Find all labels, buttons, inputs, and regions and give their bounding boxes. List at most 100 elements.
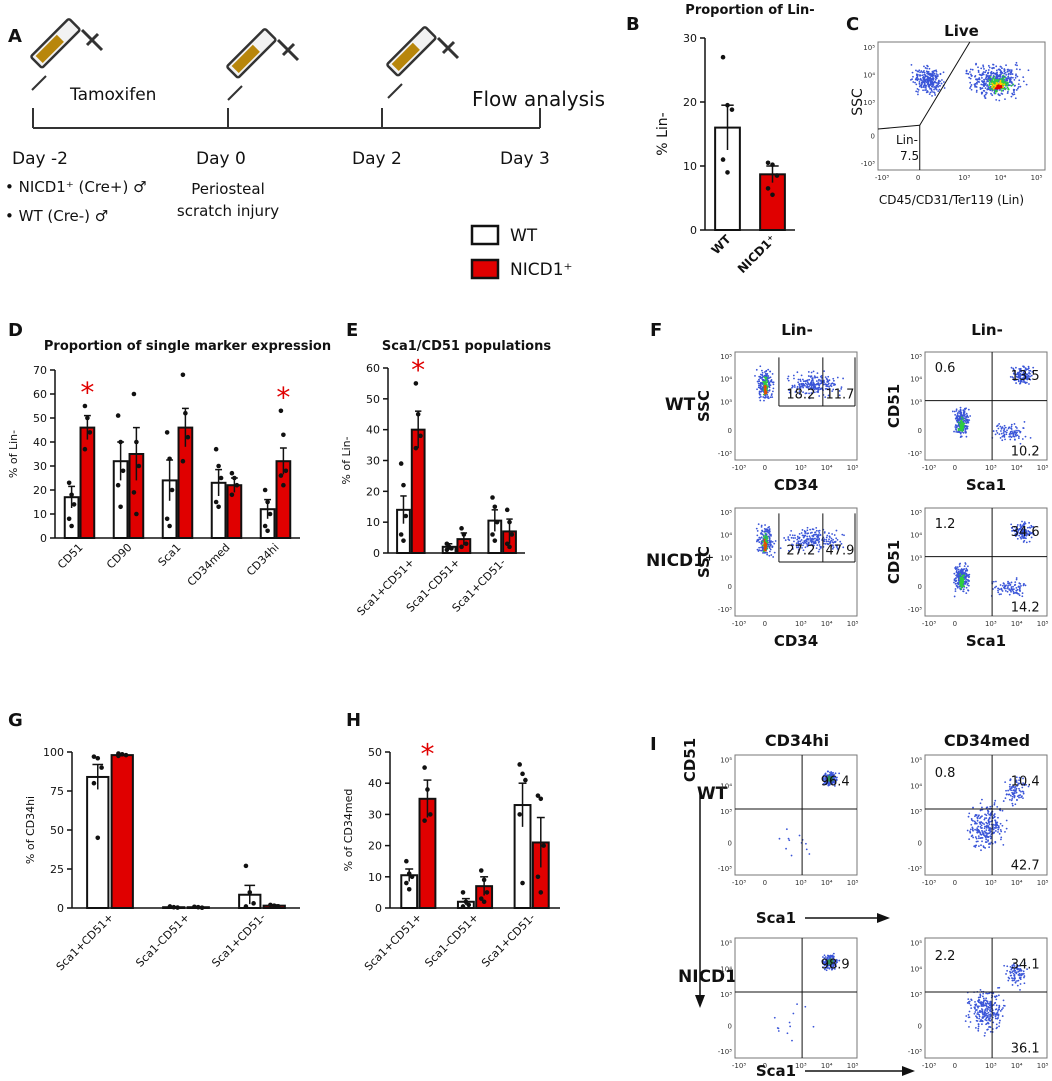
event-dot [762,552,764,554]
data-point [401,538,406,543]
event-dot [998,588,1001,591]
event-dot [1024,374,1027,377]
event-dot [822,774,825,777]
event-dot [787,536,790,538]
event-dot [1005,793,1008,795]
event-dot [993,78,996,81]
event-dot [1011,376,1014,378]
event-dot [805,386,808,388]
event-dot [1000,430,1002,432]
event-dot [992,826,994,828]
event-dot [807,375,810,377]
event-dot [968,419,971,422]
event-dot [805,842,807,845]
event-dot [995,580,997,583]
event-dot [1019,582,1022,585]
event-dot [962,424,965,427]
data-point [95,755,101,761]
event-dot [822,783,825,786]
data-point [271,903,277,908]
event-dot [956,414,959,417]
event-dot [975,1027,977,1029]
event-dot [942,71,945,74]
event-dot [1013,794,1016,797]
event-dot [925,70,928,73]
event-dot [796,387,799,390]
event-dot [994,433,997,436]
data-point [195,904,201,910]
event-dot [1010,423,1013,426]
axis-tick-label: 0 [953,620,957,628]
injury-label: Periosteal [191,180,265,198]
event-dot [1004,589,1007,592]
event-dot [933,92,936,94]
event-dot [924,80,927,83]
event-dot [931,75,933,78]
event-dot [989,1030,992,1033]
data-point [180,458,186,464]
data-point [82,446,88,452]
event-dot [957,568,960,571]
event-dot [956,566,959,569]
event-dot [929,91,932,94]
event-dot [825,774,827,777]
event-dot [1018,79,1021,82]
event-dot [1029,526,1032,529]
event-dot [1013,438,1016,441]
event-dot [1031,370,1034,373]
event-dot [1018,972,1021,975]
event-dot [814,376,817,379]
axis-tick-label: 10⁴ [1011,620,1023,628]
event-dot [978,1017,981,1020]
event-dot [807,543,810,546]
event-dot [824,396,827,399]
event-dot [983,68,985,70]
event-dot [918,83,921,85]
event-dot [789,1025,792,1028]
event-dot [758,536,761,539]
event-dot [774,540,777,542]
event-dot [1022,80,1025,83]
event-dot [768,389,771,391]
event-dot [979,86,982,89]
axis-tick-label: -10³ [732,1062,746,1070]
quadrant-value: 13.5 [1011,369,1040,384]
chart-title: Proportion of single marker expression [44,339,331,354]
axis-tick-label: 0 [763,1062,767,1070]
event-dot [983,999,986,1002]
event-dot [960,425,963,427]
data-point [136,463,142,469]
event-dot [1015,74,1017,77]
event-dot [810,549,813,552]
event-dot [1012,88,1015,91]
event-dot [982,84,985,87]
event-dot [760,532,763,534]
event-dot [935,82,938,84]
event-dot [817,536,819,539]
event-dot [928,77,931,80]
event-dot [1016,980,1018,982]
event-dot [836,538,839,541]
event-dot [760,524,763,527]
data-point [765,186,771,191]
event-dot [965,435,968,438]
event-dot [792,1012,795,1015]
event-dot [982,64,985,67]
data-point [466,902,472,908]
event-dot [1012,979,1014,982]
data-point [115,482,121,488]
event-dot [810,384,813,386]
data-point [251,901,256,906]
event-dot [836,376,839,379]
event-dot [983,78,985,81]
panel-letter: I [650,734,657,755]
event-dot [832,388,835,391]
axis-tick-label: 10⁵ [1037,464,1049,472]
event-dot [815,533,818,536]
event-dot [927,83,930,86]
data-point [69,523,74,529]
event-dot [955,430,958,433]
row-label: WT [697,784,728,804]
axis-tick-label: 10³ [795,620,807,628]
event-dot [962,410,965,412]
